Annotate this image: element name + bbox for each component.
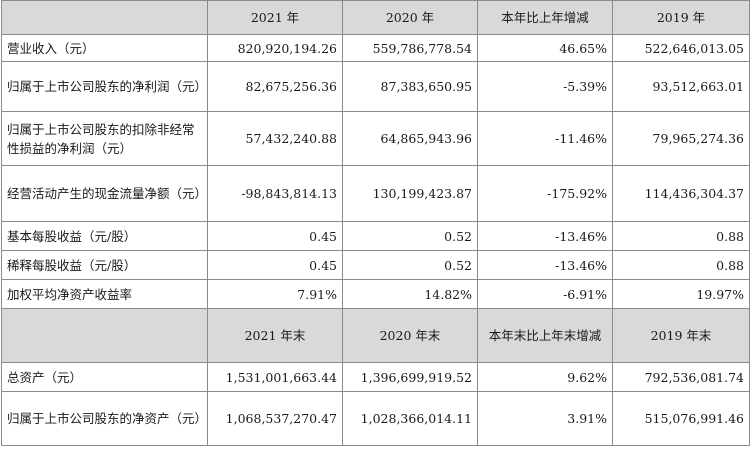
row-label: 归属于上市公司股东的净利润（元）: [1, 61, 208, 112]
value-cell: 3.91%: [477, 391, 613, 446]
value-cell: -5.39%: [477, 61, 613, 112]
value-cell: -13.46%: [477, 250, 613, 280]
value-cell: 0.88: [612, 221, 750, 251]
header-cell-blank: [1, 308, 208, 363]
row-label: 归属于上市公司股东的净资产（元）: [1, 391, 208, 446]
value-cell: 0.88: [612, 250, 750, 280]
header-cell-2020: 2020 年: [342, 0, 478, 35]
header-cell-2020-end: 2020 年末: [342, 308, 478, 363]
table-row: 基本每股收益（元/股） 0.45 0.52 -13.46% 0.88: [1, 221, 750, 251]
value-cell: 522,646,013.05: [612, 34, 750, 62]
table-row: 稀释每股收益（元/股） 0.45 0.52 -13.46% 0.88: [1, 250, 750, 280]
value-cell: 14.82%: [342, 279, 478, 309]
value-cell: 9.62%: [477, 362, 613, 392]
value-cell: -11.46%: [477, 111, 613, 166]
header-cell-change: 本年比上年增减: [477, 0, 613, 35]
table-row: 加权平均净资产收益率 7.91% 14.82% -6.91% 19.97%: [1, 279, 750, 309]
value-cell: 130,199,423.87: [342, 165, 478, 222]
value-cell: 7.91%: [207, 279, 343, 309]
value-cell: 559,786,778.54: [342, 34, 478, 62]
value-cell: -98,843,814.13: [207, 165, 343, 222]
table-header-row: 2021 年 2020 年 本年比上年增减 2019 年: [1, 0, 750, 35]
value-cell: -13.46%: [477, 221, 613, 251]
row-label: 基本每股收益（元/股）: [1, 221, 208, 251]
value-cell: -6.91%: [477, 279, 613, 309]
value-cell: 1,531,001,663.44: [207, 362, 343, 392]
table-row: 营业收入（元） 820,920,194.26 559,786,778.54 46…: [1, 34, 750, 62]
row-label: 经营活动产生的现金流量净额（元）: [1, 165, 208, 222]
table-row: 归属于上市公司股东的净资产（元） 1,068,537,270.47 1,028,…: [1, 391, 750, 446]
row-label: 稀释每股收益（元/股）: [1, 250, 208, 280]
row-label: 加权平均净资产收益率: [1, 279, 208, 309]
value-cell: 57,432,240.88: [207, 111, 343, 166]
value-cell: 64,865,943.96: [342, 111, 478, 166]
header-cell-2019: 2019 年: [612, 0, 750, 35]
header-cell-change-end: 本年末比上年末增减: [477, 308, 613, 363]
value-cell: 515,076,991.46: [612, 391, 750, 446]
value-cell: 0.52: [342, 250, 478, 280]
value-cell: 19.97%: [612, 279, 750, 309]
row-label: 总资产（元）: [1, 362, 208, 392]
value-cell: 820,920,194.26: [207, 34, 343, 62]
header-cell-2019-end: 2019 年末: [612, 308, 750, 363]
value-cell: 792,536,081.74: [612, 362, 750, 392]
table-row: 总资产（元） 1,531,001,663.44 1,396,699,919.52…: [1, 362, 750, 392]
value-cell: 114,436,304.37: [612, 165, 750, 222]
value-cell: 93,512,663.01: [612, 61, 750, 112]
value-cell: 87,383,650.95: [342, 61, 478, 112]
row-label: 归属于上市公司股东的扣除非经常性损益的净利润（元）: [1, 111, 208, 166]
value-cell: 1,068,537,270.47: [207, 391, 343, 446]
header-cell-blank: [1, 0, 208, 35]
table-row: 经营活动产生的现金流量净额（元） -98,843,814.13 130,199,…: [1, 165, 750, 222]
table-row: 归属于上市公司股东的扣除非经常性损益的净利润（元） 57,432,240.88 …: [1, 111, 750, 166]
value-cell: 82,675,256.36: [207, 61, 343, 112]
value-cell: -175.92%: [477, 165, 613, 222]
value-cell: 1,028,366,014.11: [342, 391, 478, 446]
value-cell: 1,396,699,919.52: [342, 362, 478, 392]
header-cell-2021: 2021 年: [207, 0, 343, 35]
header-cell-2021-end: 2021 年末: [207, 308, 343, 363]
value-cell: 0.45: [207, 250, 343, 280]
table-row: 归属于上市公司股东的净利润（元） 82,675,256.36 87,383,65…: [1, 61, 750, 112]
table-header-row: 2021 年末 2020 年末 本年末比上年末增减 2019 年末: [1, 308, 750, 363]
value-cell: 0.45: [207, 221, 343, 251]
value-cell: 46.65%: [477, 34, 613, 62]
value-cell: 79,965,274.36: [612, 111, 750, 166]
financial-summary-table: 2021 年 2020 年 本年比上年增减 2019 年 营业收入（元） 820…: [1, 0, 750, 446]
value-cell: 0.52: [342, 221, 478, 251]
row-label: 营业收入（元）: [1, 34, 208, 62]
